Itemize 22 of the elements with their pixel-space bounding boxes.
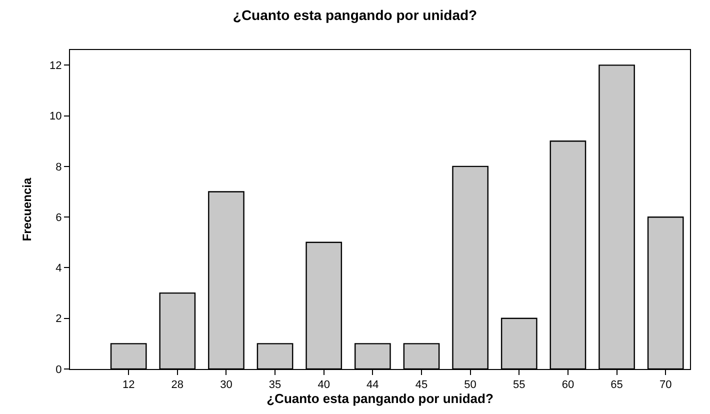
- x-tick-label: 60: [562, 379, 574, 392]
- x-tick-label: 12: [122, 379, 135, 392]
- x-tick-label: 45: [415, 379, 428, 392]
- y-tick-label: 2: [56, 313, 62, 326]
- x-tick-label: 35: [268, 379, 282, 392]
- y-tick-label: 8: [56, 161, 62, 174]
- y-tick-label: 4: [56, 262, 62, 275]
- x-tick-label: 28: [171, 379, 184, 392]
- chart-title: ¿Cuanto esta pangando por unidad?: [232, 7, 478, 24]
- y-tick-label: 12: [50, 60, 62, 72]
- y-tick-label: 10: [50, 110, 62, 123]
- x-tick-label: 44: [366, 379, 379, 392]
- x-tick-label: 50: [464, 379, 476, 392]
- x-tick-label: 40: [318, 379, 330, 392]
- x-tick-label: 30: [220, 379, 232, 392]
- x-tick-label: 55: [513, 379, 526, 392]
- y-axis-title: Frecuencia: [20, 178, 34, 242]
- y-tick-label: 0: [56, 364, 62, 376]
- x-axis-title: ¿Cuanto esta pangando por unidad?: [266, 391, 494, 406]
- y-tick-label: 6: [56, 212, 62, 224]
- x-tick-label: 70: [659, 379, 672, 392]
- x-tick-label: 65: [610, 379, 623, 392]
